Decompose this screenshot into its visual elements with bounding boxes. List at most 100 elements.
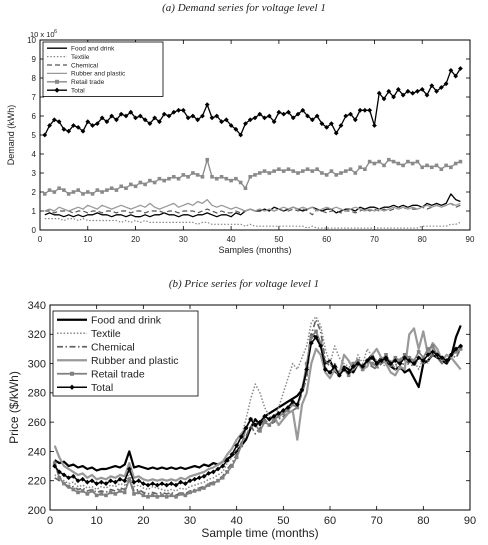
chart-a-point (219, 119, 224, 125)
chart-a-point (205, 157, 210, 162)
chart-b-point (99, 492, 104, 496)
chart-a-point (320, 171, 324, 175)
chart-b-point (104, 493, 108, 498)
chart-b-point (150, 481, 156, 487)
chart-a-point (200, 113, 205, 119)
chart-b-point (416, 350, 421, 354)
chart-b-point (94, 493, 99, 498)
chart-b-point (206, 470, 212, 476)
chart-a-point (276, 109, 282, 115)
chart-a-point (109, 113, 115, 119)
chart-a-point (363, 167, 367, 171)
chart-a-point (310, 169, 315, 173)
chart-a-point (295, 111, 301, 117)
chart-a-point (305, 167, 310, 171)
chart-a-legend-marker (55, 79, 59, 84)
chart-a-point (367, 159, 372, 164)
chart-b-point (444, 358, 450, 364)
chart-a-point (424, 92, 430, 98)
chart-b-x-tick-label: 0 (47, 515, 53, 527)
chart-a-y-tick-label: 2 (32, 188, 37, 197)
chart-a-y-tick-label: 5 (32, 131, 37, 140)
chart-a-x-tick-label: 10 (83, 235, 92, 244)
chart-a-point (453, 161, 458, 166)
chart-b-point (262, 420, 267, 424)
chart-b-point (356, 358, 360, 363)
chart-b-x-tick-label: 40 (231, 515, 243, 527)
chart-b-point (131, 479, 137, 485)
chart-a-point (333, 130, 339, 136)
chart-b-point (346, 369, 352, 375)
chart-b-point (280, 408, 286, 413)
chart-a-point (42, 132, 48, 138)
chart-a-point (439, 167, 444, 171)
chart-a-point (224, 176, 229, 181)
chart-a-x-tick-label: 20 (131, 235, 140, 244)
chart-a-point (66, 192, 71, 196)
chart-a-point (56, 119, 62, 125)
chart-b-point (164, 482, 170, 488)
chart-b-point (71, 487, 76, 492)
chart-b-point (318, 341, 323, 345)
chart-b-series-line-5 (54, 336, 462, 486)
chart-a-point (438, 85, 444, 90)
chart-a-point (381, 96, 387, 102)
chart-a-y-tick-label: 3 (32, 169, 37, 178)
chart-a-point (186, 175, 190, 179)
chart-a-y-tick-label: 8 (32, 74, 37, 83)
chart-a-point (391, 159, 396, 164)
chart-b-point (66, 484, 71, 489)
chart-a-point (147, 121, 153, 126)
chart-a-point (267, 171, 272, 175)
chart-a-point (425, 163, 429, 168)
chart-a-point (382, 163, 386, 168)
chart-a-point (329, 121, 334, 126)
chart-b-x-tick-label: 50 (277, 515, 289, 527)
chart-a-point (367, 107, 373, 113)
chart-b-point (374, 364, 379, 369)
chart-a-point (391, 94, 396, 100)
chart-a-legend-label-0: Food and drink (71, 45, 115, 52)
chart-a-point (419, 87, 425, 92)
chart-b-point (369, 355, 375, 361)
chart-b-x-tick-label: 70 (371, 515, 383, 527)
chart-a-point (243, 186, 248, 190)
chart-a-point (85, 190, 90, 194)
chart-b-y-tick-label: 280 (28, 388, 46, 400)
chart-a-point (395, 87, 401, 92)
chart-b-point (150, 493, 155, 498)
chart-a-title: (a) Demand series for voltage level 1 (162, 2, 326, 14)
chart-b-point (52, 461, 57, 465)
chart-b-point (183, 493, 188, 498)
chart-b-point (304, 361, 309, 366)
chart-a-point (314, 113, 320, 119)
chart-a-point (372, 123, 377, 128)
chart-b-point (98, 479, 104, 485)
chart-a-point (99, 115, 105, 121)
chart-b-point (159, 481, 165, 487)
chart-a-point (143, 182, 147, 187)
chart-b-y-tick-label: 200 (28, 505, 46, 517)
chart-b-point (118, 489, 122, 493)
chart-a-point (319, 121, 325, 126)
chart-b-point (272, 417, 276, 422)
chart-b-point (290, 399, 296, 405)
chart-b-point (197, 487, 202, 492)
chart-a-point (80, 128, 86, 134)
chart-a-x-tick-label: 30 (179, 235, 188, 244)
chart-a-point (81, 192, 85, 196)
chart-a-point (266, 113, 272, 119)
chart-a-point (309, 117, 315, 123)
chart-b-point (453, 346, 459, 352)
chart-b-point (56, 469, 62, 475)
chart-b-y-axis-label: Price ($/kWh) (7, 371, 21, 444)
chart-a-point (348, 111, 353, 117)
chart-b-point (136, 478, 142, 484)
chart-b-point (384, 352, 388, 357)
chart-b-point (313, 334, 319, 340)
chart-a-point (210, 175, 214, 179)
chart-a-point (138, 180, 143, 185)
chart-a-point (133, 184, 138, 189)
chart-b-point (85, 492, 90, 496)
chart-a-point (152, 115, 158, 121)
